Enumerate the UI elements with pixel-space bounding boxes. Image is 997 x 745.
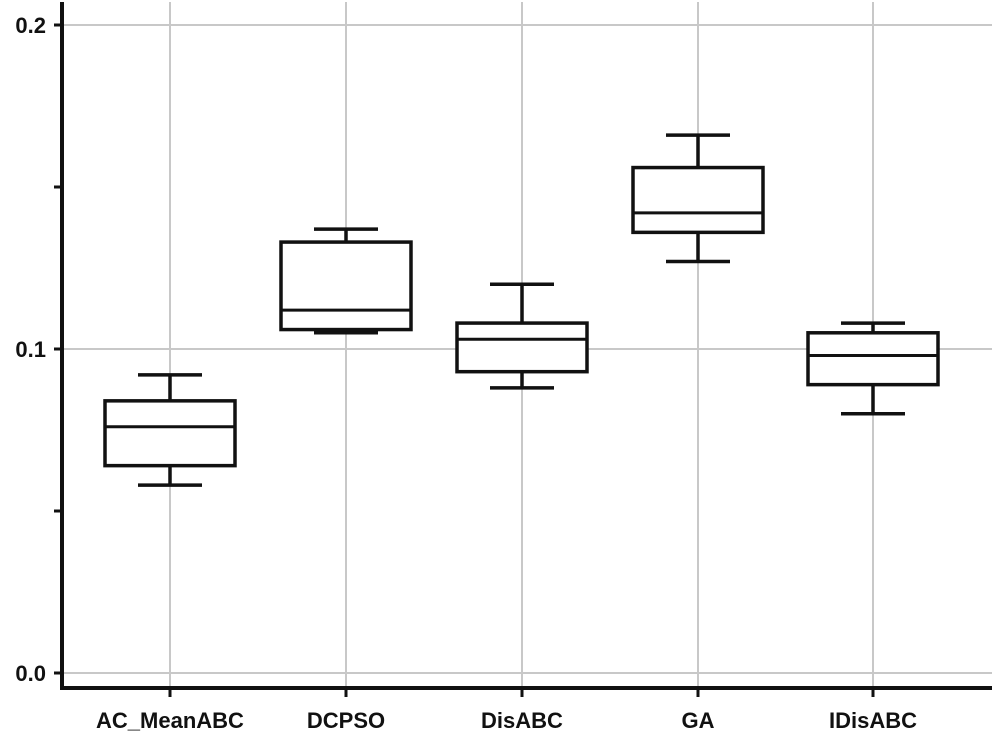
x-tick-labels: AC_MeanABC DCPSO DisABC GA IDisABC: [96, 708, 917, 733]
iqr-box: [455, 321, 589, 374]
axis-ticks: [54, 23, 875, 697]
y-tick-label: 0.2: [15, 13, 46, 38]
axes: [60, 2, 992, 690]
x-tick-label: IDisABC: [829, 708, 917, 733]
x-tick-label: AC_MeanABC: [96, 708, 244, 733]
x-tick-label: GA: [682, 708, 715, 733]
iqr-box: [631, 165, 765, 235]
box-GA: [631, 133, 765, 264]
y-tick-label: 0.1: [15, 337, 46, 362]
box-IDisABC: [806, 321, 940, 416]
iqr-box: [279, 240, 413, 332]
iqr-box: [103, 399, 237, 468]
iqr-box: [806, 331, 940, 387]
box-DisABC: [455, 282, 589, 390]
x-tick-label: DisABC: [481, 708, 563, 733]
y-tick-label: 0.0: [15, 661, 46, 686]
box-AC_MeanABC: [103, 373, 237, 487]
box-DCPSO: [279, 227, 413, 335]
y-tick-labels: 0.0 0.1 0.2: [15, 13, 46, 686]
boxes: [103, 133, 940, 487]
x-tick-label: DCPSO: [307, 708, 385, 733]
